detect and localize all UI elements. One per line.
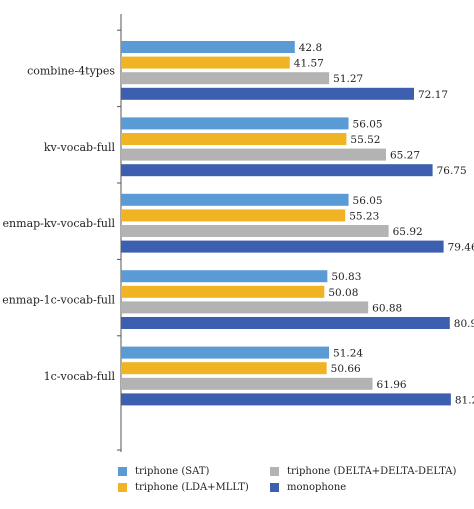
legend-label-delta: triphone (DELTA+DELTA-DELTA) [287,465,457,477]
category-label: 1c-vocab-full [44,370,116,383]
legend-swatch-monophone [270,482,279,492]
data-label: 65.92 [393,226,423,238]
data-label: 55.52 [350,134,380,146]
data-label: 42.8 [299,42,322,54]
legend-label-lda-mllt: triphone (LDA+MLLT) [135,481,249,493]
data-label: 55.23 [349,210,379,222]
legend-item-monophone: monophone [270,480,346,494]
category-label: enmap-1c-vocab-full [2,294,115,307]
data-label: 65.27 [390,150,420,162]
bar [121,72,330,85]
bar [121,148,386,161]
data-label: 72.17 [418,89,448,101]
legend-label-sat: triphone (SAT) [135,465,210,477]
legend-item-delta: triphone (DELTA+DELTA-DELTA) [270,464,456,478]
bar [121,133,347,145]
data-label: 56.05 [353,195,383,207]
data-label: 76.75 [437,165,467,177]
bar [121,377,373,390]
bar [121,193,349,206]
legend-swatch-sat [118,466,127,476]
legend-swatch-lda-mllt [118,482,127,492]
data-label: 50.66 [331,363,361,375]
bar [121,41,295,53]
data-label: 41.57 [294,58,324,70]
category-label: enmap-kv-vocab-full [3,217,116,230]
data-label: 56.05 [353,118,383,130]
data-label: 51.24 [333,348,363,360]
bar [121,301,369,314]
data-label: 61.96 [377,379,407,391]
bar [121,56,290,69]
legend-label-monophone: monophone [287,481,347,493]
data-label: 51.27 [333,73,363,85]
bar [121,346,330,359]
bar [121,362,327,375]
data-label: 80.99 [454,318,474,330]
bar [121,393,451,406]
bar [121,209,346,222]
plot-area: combine-4types 42.8 41.57 51.27 72.17 kv-voca… [2,14,474,452]
data-label: 81.25 [455,394,474,406]
bar [121,87,414,100]
bar [121,270,328,283]
legend-swatch-delta [270,466,279,476]
data-label: 50.08 [328,287,358,299]
bar [121,317,450,329]
bar [121,285,325,298]
legend-item-sat: triphone (SAT) [118,464,209,478]
bar [121,240,444,253]
data-label: 60.88 [372,302,402,314]
data-label: 50.83 [331,271,361,283]
legend-item-lda-mllt: triphone (LDA+MLLT) [118,480,249,494]
bar [121,117,349,130]
bar [121,164,433,177]
bar [121,225,389,237]
legend: triphone (SAT) triphone (LDA+MLLT) triph… [118,464,468,504]
category-label: kv-vocab-full [44,141,116,154]
category-label: combine-4types [27,64,115,77]
data-label: 79.46 [448,242,474,254]
